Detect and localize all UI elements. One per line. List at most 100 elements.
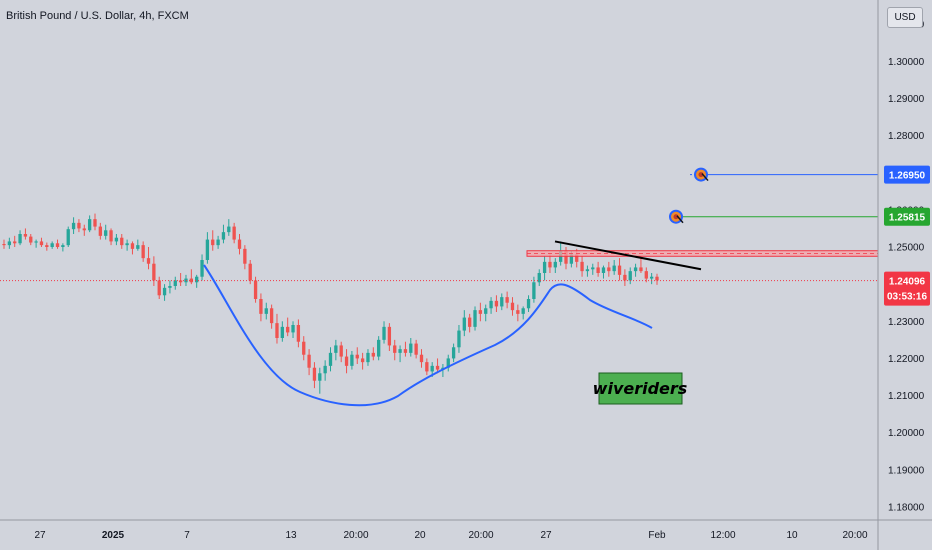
candle-body [532,282,536,299]
y-tick-label: 1.21000 [888,391,925,402]
currency-button[interactable]: USD [887,7,923,28]
x-tick-label: 2025 [102,530,125,541]
candle-body [387,326,392,346]
candle-body [516,310,520,314]
trendline [554,240,702,271]
candle-body [61,245,65,247]
candle-body [655,276,659,281]
target-2-tag-label: 1.25815 [889,213,926,224]
x-tick-label: 20 [414,530,426,541]
current-price-label: 1.24096 [889,277,926,288]
candle-body [280,326,284,338]
candle-body [248,263,252,281]
candle-body [243,248,247,264]
candles-group [2,213,659,394]
candle-body [633,267,638,272]
candle-body [344,356,349,366]
candle-body [585,269,590,272]
candle-body [500,297,504,307]
target-2-arrow [676,215,684,224]
candle-body [227,226,231,233]
x-tick-label: 20:00 [468,530,493,541]
candle-body [419,354,424,363]
candle-body [152,263,156,281]
candle-body [639,267,643,272]
candle-body [45,245,49,247]
candle-body [109,230,113,242]
candle-body [414,343,418,355]
candle-body [505,297,509,303]
candle-body [286,326,290,333]
candle-body [430,365,434,372]
candle-body [114,237,119,242]
candle-body [553,261,557,268]
candle-body [130,243,135,249]
candle-body [232,226,236,240]
target-1-tag [884,165,930,184]
candle-body [473,310,477,327]
candle-body [580,261,584,272]
candle-body [157,280,161,296]
candle-body [29,236,33,243]
candle-body [221,232,226,240]
overlay-group: wiveriders [0,167,879,407]
candle-body [71,222,76,230]
x-tick-label: 20:00 [343,530,368,541]
candle-body [537,273,541,283]
candle-body [617,265,622,275]
candle-body [489,300,493,309]
candle-body [484,308,488,314]
candle-body [146,258,151,264]
x-tick-label: Feb [648,530,666,541]
candle-body [253,280,258,299]
y-tick-label: 1.30000 [888,57,925,68]
candle-body [125,243,129,246]
candle-body [200,260,204,277]
candle-body [318,373,322,381]
candle-body [302,341,306,355]
candle-body [382,326,386,340]
candle-body [494,300,499,307]
candle-body [596,267,600,273]
candle-body [649,276,654,279]
candle-body [612,265,616,272]
candle-body [136,245,140,249]
candle-body [269,308,274,324]
candle-body [510,302,515,311]
y-tick-label: 1.18000 [888,503,925,514]
candle-body [623,274,627,281]
candle-body [296,325,301,342]
candle-body [18,234,22,244]
x-tick-label: 27 [34,530,46,541]
watermark-text: wiveriders [593,379,688,398]
candle-body [2,244,6,246]
candle-body [366,352,370,363]
y-tick-label: 1.22000 [888,354,925,365]
candle-body [39,241,44,246]
candle-body [435,365,440,370]
candle-body [264,308,268,314]
x-tick-label: 7 [184,530,190,541]
candle-body [360,358,365,363]
candle-body [425,362,429,372]
candle-body [93,219,97,227]
candle-body [457,330,461,348]
y-tick-label: 1.23000 [888,317,925,328]
target-1-tag-label: 1.26950 [889,171,926,182]
candle-body [355,354,359,359]
candle-body [104,230,108,236]
candle-body [162,287,167,296]
cup-curve [203,264,653,407]
target-1-arrow [701,173,709,182]
candle-body [307,354,311,368]
x-tick-label: 27 [540,530,552,541]
candle-body [409,343,413,353]
candle-body [205,239,210,260]
candle-body [291,325,295,333]
candle-body [312,367,317,381]
y-tick-label: 1.25000 [888,243,925,254]
y-tick-label: 1.19000 [888,465,925,476]
